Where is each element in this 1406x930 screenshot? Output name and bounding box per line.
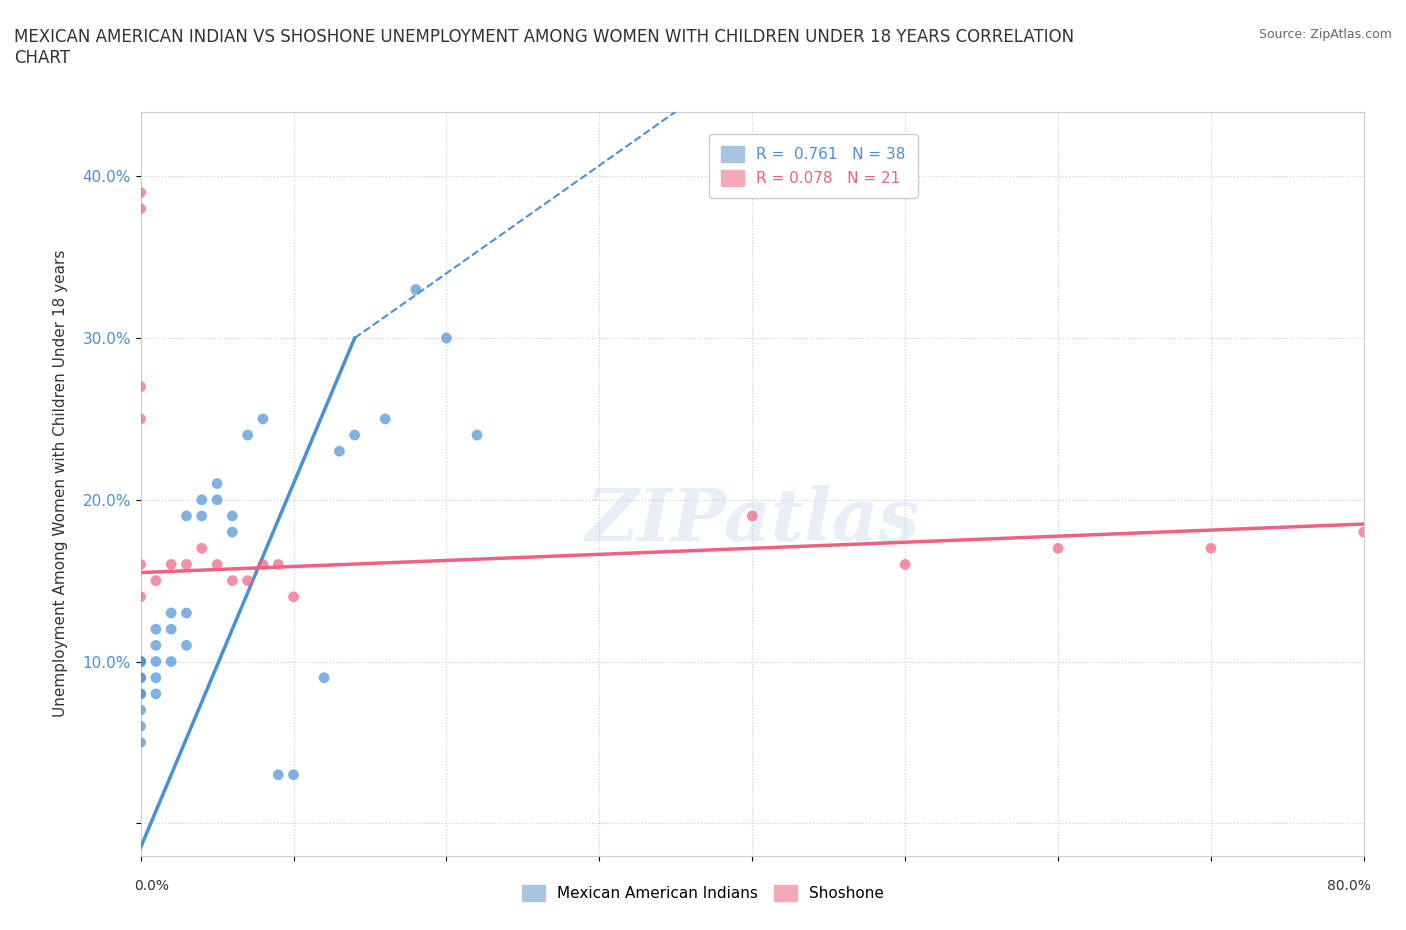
Point <box>252 557 274 572</box>
Point <box>160 622 183 637</box>
Point <box>267 767 290 782</box>
Point <box>221 509 243 524</box>
Point <box>343 428 366 443</box>
Text: ZIPatlas: ZIPatlas <box>585 485 920 556</box>
Point <box>176 557 198 572</box>
Point <box>283 590 305 604</box>
Point <box>176 638 198 653</box>
Point <box>176 605 198 620</box>
Legend: R =  0.761   N = 38, R = 0.078   N = 21: R = 0.761 N = 38, R = 0.078 N = 21 <box>709 134 918 198</box>
Point <box>145 671 167 685</box>
Point <box>145 622 167 637</box>
Point <box>160 605 183 620</box>
Point <box>129 654 152 669</box>
Point <box>1353 525 1375 539</box>
Point <box>267 557 290 572</box>
Point <box>160 557 183 572</box>
Legend: Mexican American Indians, Shoshone: Mexican American Indians, Shoshone <box>510 872 896 913</box>
Point <box>129 379 152 394</box>
Point <box>405 282 427 297</box>
Point <box>283 767 305 782</box>
Point <box>129 686 152 701</box>
Point <box>129 654 152 669</box>
Point <box>129 590 152 604</box>
Point <box>129 671 152 685</box>
Point <box>129 735 152 750</box>
Point <box>145 654 167 669</box>
Point <box>436 330 458 345</box>
Point <box>145 686 167 701</box>
Point <box>205 492 228 507</box>
Point <box>160 654 183 669</box>
Point <box>374 411 396 426</box>
Point <box>465 428 488 443</box>
Point <box>205 557 228 572</box>
Point <box>145 573 167 588</box>
Point <box>191 492 214 507</box>
Point <box>129 719 152 734</box>
Text: Source: ZipAtlas.com: Source: ZipAtlas.com <box>1258 28 1392 41</box>
Point <box>191 509 214 524</box>
Point <box>129 185 152 200</box>
Point <box>236 428 259 443</box>
Point <box>1046 541 1070 556</box>
Point <box>191 541 214 556</box>
Point <box>221 573 243 588</box>
Point <box>236 573 259 588</box>
Point <box>894 557 917 572</box>
Point <box>1199 541 1222 556</box>
Point <box>129 671 152 685</box>
Point <box>205 476 228 491</box>
Point <box>129 201 152 216</box>
Point <box>129 686 152 701</box>
Point <box>312 671 335 685</box>
Text: 80.0%: 80.0% <box>1327 880 1371 894</box>
Point <box>221 525 243 539</box>
Point <box>145 638 167 653</box>
Point <box>741 509 763 524</box>
Text: MEXICAN AMERICAN INDIAN VS SHOSHONE UNEMPLOYMENT AMONG WOMEN WITH CHILDREN UNDER: MEXICAN AMERICAN INDIAN VS SHOSHONE UNEM… <box>14 28 1074 67</box>
Point <box>129 654 152 669</box>
Point <box>328 444 350 458</box>
Point <box>129 557 152 572</box>
Point <box>176 509 198 524</box>
Y-axis label: Unemployment Among Women with Children Under 18 years: Unemployment Among Women with Children U… <box>53 250 69 717</box>
Point <box>129 411 152 426</box>
Point <box>252 411 274 426</box>
Point <box>129 702 152 717</box>
Text: 0.0%: 0.0% <box>134 880 169 894</box>
